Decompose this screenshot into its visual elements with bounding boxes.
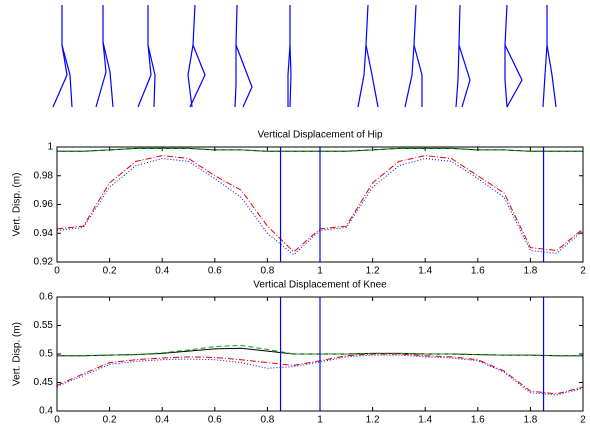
stick-figure bbox=[189, 4, 206, 108]
x-tick-label: 1.2 bbox=[366, 266, 380, 277]
stick-figures bbox=[52, 4, 557, 108]
stick-figure bbox=[234, 45, 237, 108]
stick-figure bbox=[52, 44, 68, 108]
x-tick-label: 0.4 bbox=[155, 266, 169, 277]
stick-figure bbox=[289, 44, 292, 108]
stick-figure bbox=[413, 4, 423, 107]
stick-figure bbox=[458, 4, 471, 108]
x-tick-label: 1.6 bbox=[471, 266, 485, 277]
x-tick-label: 0.6 bbox=[208, 415, 222, 426]
stick-figure bbox=[404, 44, 415, 108]
y-axis-label: Vert. Disp. (m) bbox=[12, 173, 23, 237]
x-tick-label: 1.8 bbox=[523, 415, 537, 426]
chart-title: Vertical Displacement of Hip bbox=[257, 130, 382, 141]
stick-figure bbox=[147, 5, 156, 108]
stick-figure bbox=[235, 4, 253, 108]
x-tick-label: 2 bbox=[580, 415, 586, 426]
axes-box bbox=[56, 146, 584, 263]
stick-figure bbox=[546, 5, 557, 108]
y-tick-label: 0.96 bbox=[34, 199, 54, 210]
stick-figure bbox=[187, 44, 194, 108]
stick-figure bbox=[287, 5, 291, 107]
stick-figure bbox=[365, 4, 379, 108]
y-tick-label: 0.5 bbox=[39, 349, 53, 360]
x-tick-label: 2 bbox=[580, 266, 586, 277]
stick-figure bbox=[357, 44, 367, 108]
y-tick-label: 0.98 bbox=[34, 170, 54, 181]
stick-figure bbox=[542, 44, 548, 108]
stick-figure bbox=[102, 5, 114, 108]
x-tick-label: 1.4 bbox=[418, 266, 432, 277]
x-tick-label: 0 bbox=[54, 266, 60, 277]
x-tick-label: 1.2 bbox=[366, 415, 380, 426]
x-tick-label: 1.8 bbox=[523, 266, 537, 277]
x-tick-label: 0 bbox=[54, 415, 60, 426]
y-tick-label: 0.4 bbox=[39, 406, 53, 417]
x-tick-label: 0.6 bbox=[208, 266, 222, 277]
stick-figure bbox=[504, 4, 523, 108]
x-tick-label: 1.4 bbox=[418, 415, 432, 426]
y-tick-label: 0.6 bbox=[39, 292, 53, 303]
x-tick-label: 0.8 bbox=[260, 415, 274, 426]
y-tick-label: 0.94 bbox=[34, 228, 54, 239]
x-tick-label: 0.2 bbox=[103, 415, 117, 426]
x-tick-label: 0.4 bbox=[155, 415, 169, 426]
y-tick-label: 1 bbox=[47, 142, 53, 153]
chart-title: Vertical Displacement of Knee bbox=[253, 280, 387, 291]
y-axis-label: Vert. Disp. (m) bbox=[12, 322, 23, 386]
stick-figure bbox=[504, 45, 508, 108]
x-tick-label: 1 bbox=[317, 266, 323, 277]
x-tick-label: 1.6 bbox=[471, 415, 485, 426]
stick-figure bbox=[95, 41, 107, 108]
stick-figure bbox=[455, 44, 460, 108]
x-tick-label: 0.8 bbox=[260, 266, 274, 277]
stick-figure bbox=[61, 5, 73, 108]
stick-figure bbox=[137, 44, 152, 108]
y-tick-label: 0.92 bbox=[34, 257, 54, 268]
y-tick-label: 0.55 bbox=[34, 320, 54, 331]
y-tick-label: 0.45 bbox=[34, 377, 54, 388]
series-line bbox=[56, 157, 584, 256]
x-tick-label: 0.2 bbox=[103, 266, 117, 277]
x-tick-label: 1 bbox=[317, 415, 323, 426]
axes-box bbox=[56, 296, 584, 412]
